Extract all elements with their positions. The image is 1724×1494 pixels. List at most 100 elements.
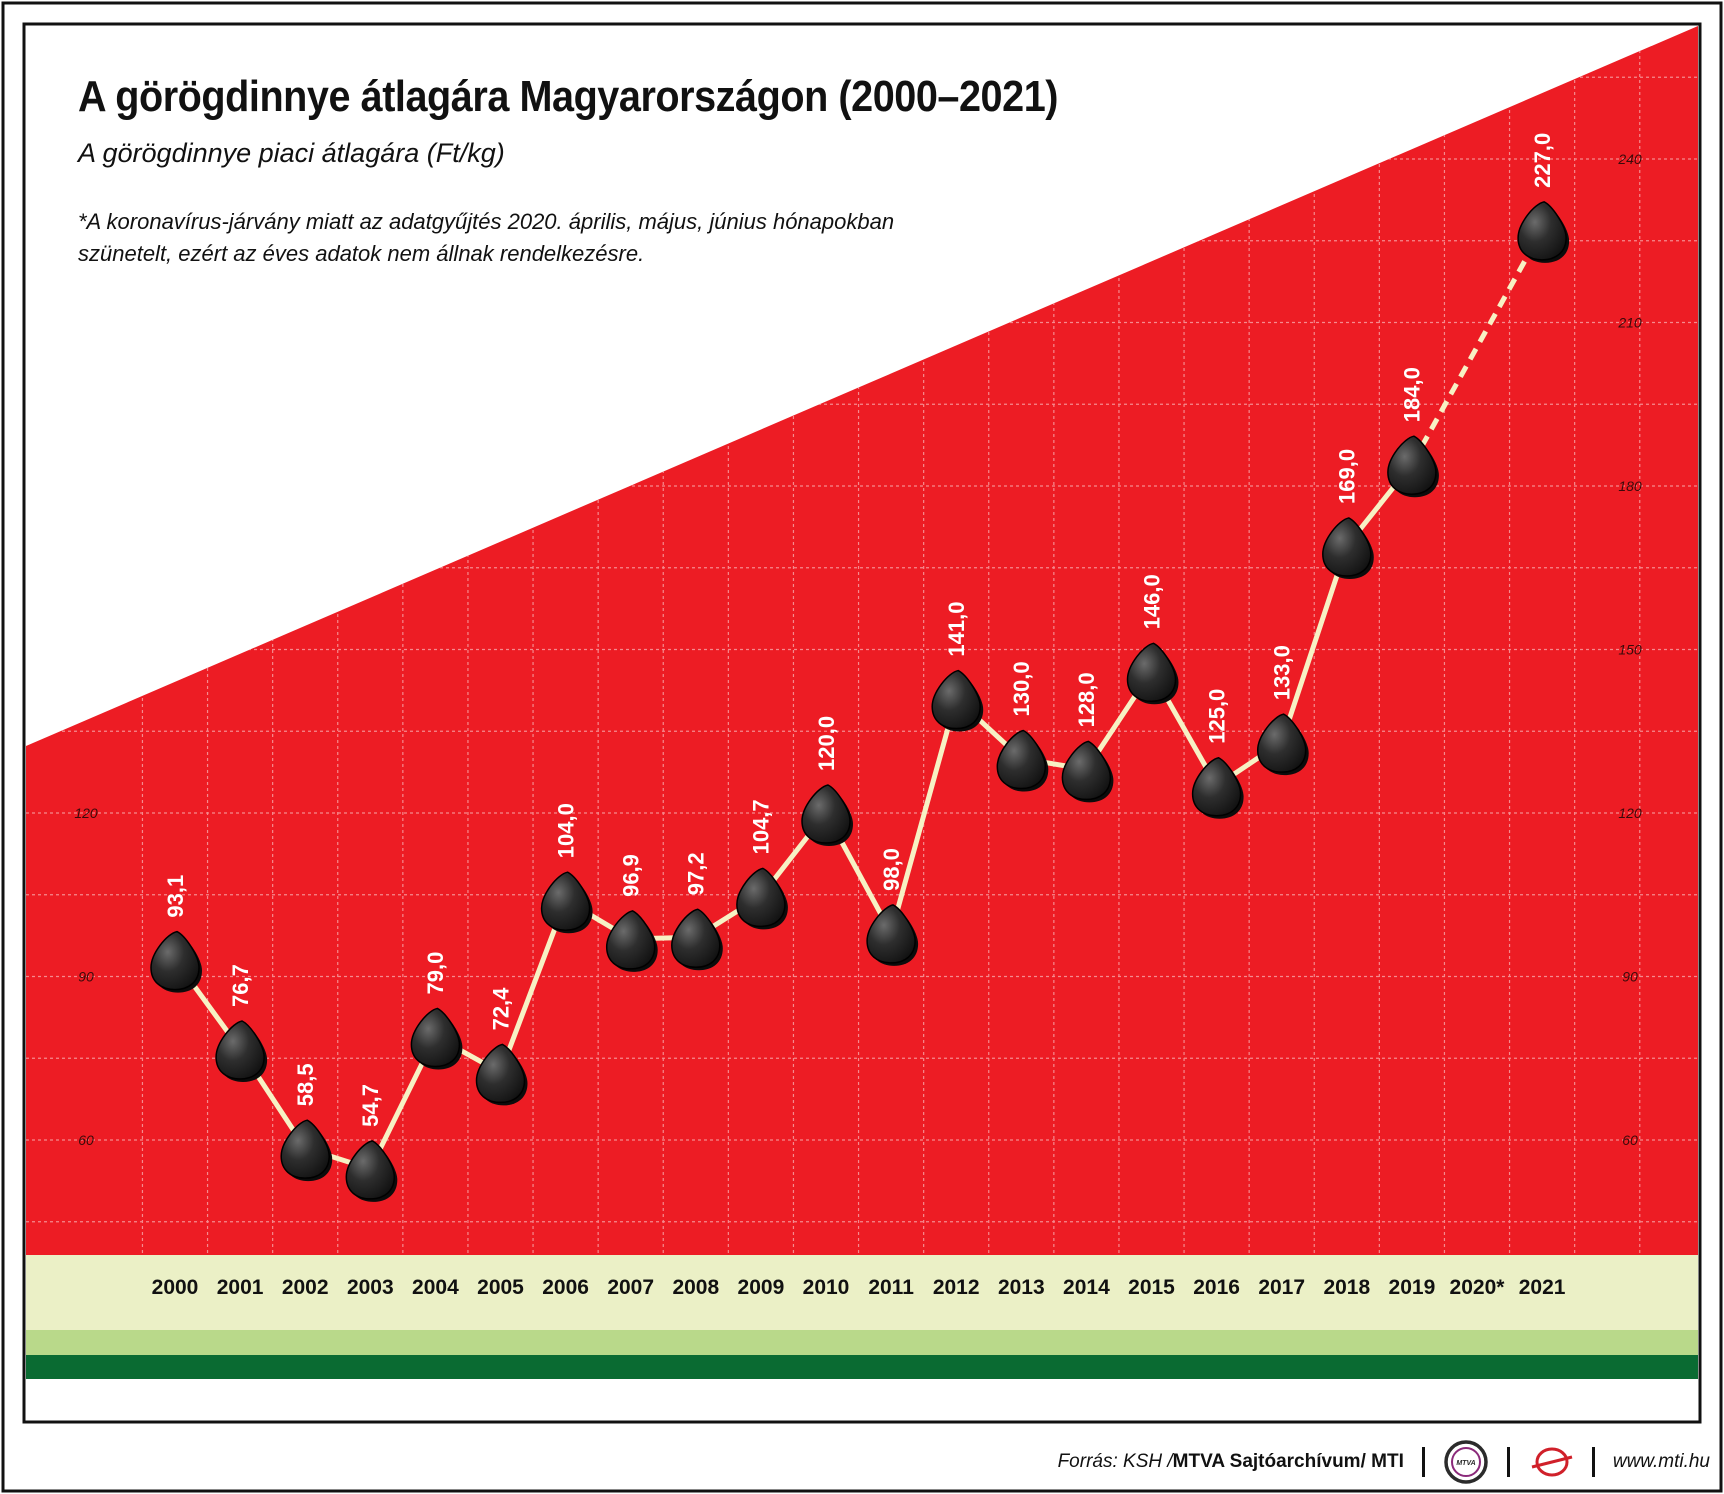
x-axis-label: 2020* [1450, 1276, 1506, 1299]
left-axis-tick-label: 120 [74, 805, 98, 821]
seed-marker [1256, 713, 1309, 776]
source-suffix: / MTI [1360, 1451, 1404, 1472]
data-labels: 93,1 76,7 58,5 54,7 79,0 72,4 104,0 96,9 97,2 104… [163, 133, 1555, 1127]
data-label: 125,0 [1204, 689, 1229, 744]
x-axis-label: 2018 [1323, 1276, 1370, 1299]
seed-marker [801, 784, 853, 846]
data-points [150, 201, 1570, 1202]
rind-mid-band [26, 1330, 1698, 1355]
left-axis-tick-label: 90 [78, 969, 94, 985]
x-axis-label: 2010 [803, 1276, 850, 1299]
x-axis-label: 2004 [412, 1276, 459, 1299]
seed-marker [605, 910, 658, 972]
website-link[interactable]: www.mti.hu [1612, 1451, 1710, 1472]
right-axis-tick-label: 210 [1617, 315, 1642, 331]
seed-marker [345, 1140, 398, 1202]
x-axis-label: 2007 [607, 1276, 654, 1299]
x-axis-label: 2002 [282, 1276, 329, 1299]
seed-marker [1387, 435, 1439, 498]
seed-marker [1322, 517, 1374, 579]
data-label: 96,9 [619, 854, 644, 897]
seed-marker [280, 1119, 333, 1182]
x-axis-label: 2005 [477, 1276, 524, 1299]
seed-marker [150, 930, 202, 993]
x-axis-label: 2017 [1258, 1276, 1305, 1299]
data-label: 58,5 [293, 1063, 318, 1106]
axis-ticks: 60 90 120 60 90 120 150 180 210 240 [74, 151, 1642, 1148]
data-label: 120,0 [814, 716, 839, 771]
x-axis-label: 2012 [933, 1276, 980, 1299]
seed-marker [671, 908, 723, 971]
footer: Forrás: KSH / MTVA Sajtóarchívum / MTI M… [1040, 1440, 1710, 1484]
footnote: *A koronavírus-járvány miatt az adatgyűj… [78, 209, 895, 266]
x-axis-label: 2011 [868, 1276, 914, 1299]
right-axis-tick-label: 240 [1617, 151, 1642, 167]
seed-marker [736, 867, 788, 930]
right-axis-tick-label: 60 [1622, 1132, 1638, 1148]
watermelon-flesh [26, 26, 1698, 1255]
x-axis-label: 2019 [1389, 1276, 1436, 1299]
x-axis-label: 2006 [542, 1276, 589, 1299]
x-axis-label: 2000 [152, 1276, 199, 1299]
separator [1591, 1447, 1595, 1477]
chart-subtitle: A görögdinnye piaci átlagára (Ft/kg) [78, 138, 505, 168]
x-axis-label: 2021 [1519, 1276, 1566, 1299]
chart-title: A görögdinnye átlagára Magyarországon (2… [78, 72, 1059, 121]
mtva-logo-icon: MTVA [1444, 1440, 1488, 1484]
rind-light-band [26, 1255, 1698, 1330]
left-axis-tick-label: 60 [78, 1132, 94, 1148]
seed-marker [996, 729, 1049, 792]
x-axis-label: 2009 [738, 1276, 785, 1299]
data-label: 133,0 [1270, 645, 1295, 700]
data-label: 97,2 [684, 852, 709, 895]
rind-dark-band [26, 1355, 1698, 1379]
x-axis-label: 2003 [347, 1276, 394, 1299]
x-axis-label: 2014 [1063, 1276, 1110, 1299]
data-label: 76,7 [228, 964, 253, 1007]
seed-marker [1191, 756, 1244, 819]
seed-marker [215, 1020, 268, 1082]
seed-marker [410, 1007, 463, 1070]
x-axis-label: 2001 [217, 1276, 264, 1299]
data-label: 146,0 [1139, 574, 1164, 629]
data-label: 184,0 [1400, 367, 1425, 422]
right-axis-tick-label: 90 [1622, 969, 1638, 985]
data-label: 130,0 [1009, 661, 1034, 716]
data-label: 98,0 [879, 848, 904, 891]
data-label: 227,0 [1530, 133, 1555, 188]
seed-marker [475, 1043, 528, 1106]
x-axis-label: 2016 [1193, 1276, 1240, 1299]
right-axis-tick-label: 120 [1618, 805, 1642, 821]
data-label: 72,4 [488, 987, 513, 1031]
line-segment [1279, 543, 1350, 745]
data-label: 54,7 [358, 1084, 383, 1127]
data-label: 79,0 [423, 952, 448, 995]
separator [1421, 1447, 1425, 1477]
data-label: 141,0 [944, 601, 969, 656]
seed-marker [1126, 642, 1179, 705]
data-label: 169,0 [1335, 449, 1360, 504]
seed-marker [1517, 201, 1570, 263]
seed-marker [1061, 740, 1114, 803]
separator [1506, 1447, 1510, 1477]
mti-logo-icon [1531, 1447, 1573, 1477]
x-axis-label: 2013 [998, 1276, 1045, 1299]
data-label: 93,1 [163, 875, 188, 918]
line-segment-dashed [1409, 228, 1545, 466]
seed-marker [931, 669, 984, 732]
mtva-logo-text: MTVA [1456, 1460, 1475, 1467]
line-segment [888, 696, 959, 936]
source-org: MTVA Sajtóarchívum [1172, 1451, 1361, 1472]
x-axis-label: 2015 [1128, 1276, 1175, 1299]
x-axis-label: 2008 [672, 1276, 719, 1299]
right-axis-tick-label: 150 [1618, 642, 1642, 658]
source-prefix: Forrás: KSH / [1057, 1451, 1173, 1472]
seed-marker [866, 904, 919, 966]
right-axis-tick-label: 180 [1618, 478, 1642, 494]
seed-marker [540, 871, 593, 934]
data-label: 104,0 [553, 803, 578, 858]
data-label: 104,7 [749, 799, 774, 854]
x-axis-labels: 2000 2001 2002 2003 2004 2005 2006 2007 2008 2009… [152, 1276, 1566, 1299]
data-label: 128,0 [1074, 672, 1099, 727]
